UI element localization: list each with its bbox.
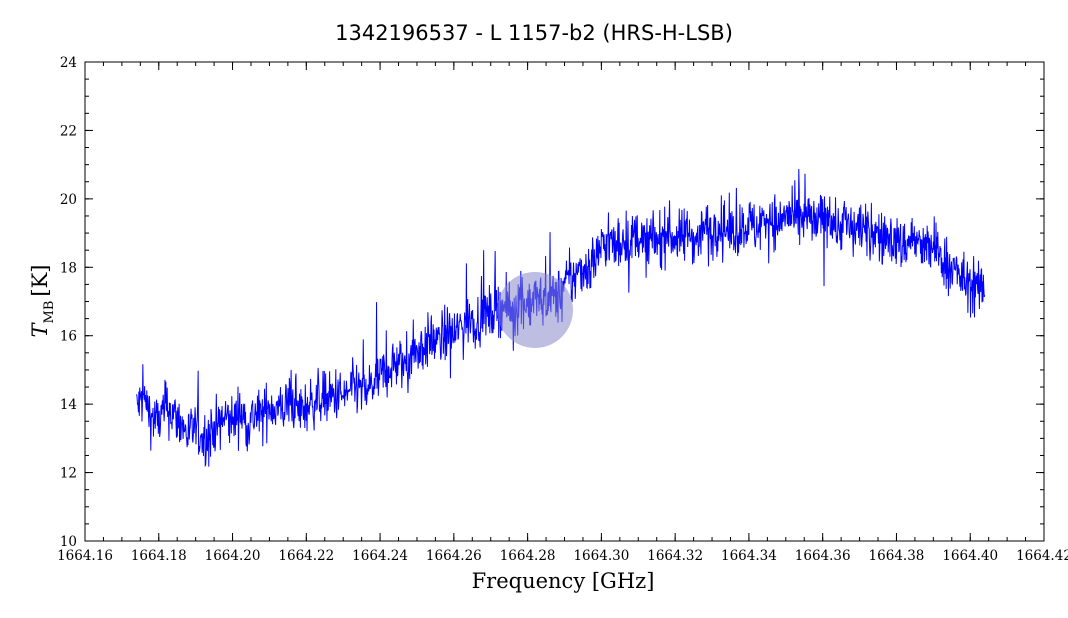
y-axis-label-sub: MB bbox=[42, 301, 57, 324]
y-axis-label: TMB [K] bbox=[28, 265, 57, 338]
x-tick-label: 1664.16 bbox=[57, 548, 113, 564]
y-tick-label: 14 bbox=[60, 397, 77, 413]
x-tick-label: 1664.34 bbox=[721, 548, 777, 564]
y-tick-label: 10 bbox=[60, 534, 77, 550]
y-tick-label: 24 bbox=[60, 55, 77, 71]
x-axis-label: Frequency [GHz] bbox=[472, 569, 655, 593]
x-tick-label: 1664.28 bbox=[500, 548, 556, 564]
y-tick-label: 16 bbox=[60, 329, 77, 345]
y-axis-ticks: 10 12 14 16 18 20 22 24 bbox=[60, 55, 1044, 550]
x-tick-label: 1664.20 bbox=[205, 548, 261, 564]
x-tick-label: 1664.36 bbox=[795, 548, 851, 564]
x-tick-label: 1664.42 bbox=[1016, 548, 1068, 564]
y-tick-label: 20 bbox=[60, 192, 77, 208]
glass-bubble-marker bbox=[497, 272, 573, 348]
x-tick-label: 1664.30 bbox=[573, 548, 629, 564]
x-tick-label: 1664.18 bbox=[131, 548, 187, 564]
plot-frame bbox=[84, 61, 1045, 542]
x-tick-label: 1664.26 bbox=[426, 548, 482, 564]
y-tick-label: 18 bbox=[60, 260, 77, 276]
x-tick-label: 1664.22 bbox=[278, 548, 334, 564]
x-axis-ticks: 1664.16 1664.18 1664.20 1664.22 1664.24 1664.… bbox=[57, 62, 1068, 564]
y-tick-label: 22 bbox=[60, 123, 77, 139]
y-tick-label: 12 bbox=[60, 466, 77, 482]
y-axis-label-unit: [K] bbox=[28, 265, 52, 297]
chart-title: 1342196537 - L 1157-b2 (HRS-H-LSB) bbox=[335, 21, 733, 45]
x-tick-label: 1664.24 bbox=[352, 548, 408, 564]
x-tick-label: 1664.40 bbox=[942, 548, 998, 564]
x-tick-label: 1664.38 bbox=[869, 548, 925, 564]
y-axis-label-main: T bbox=[28, 321, 52, 337]
x-tick-label: 1664.32 bbox=[647, 548, 703, 564]
